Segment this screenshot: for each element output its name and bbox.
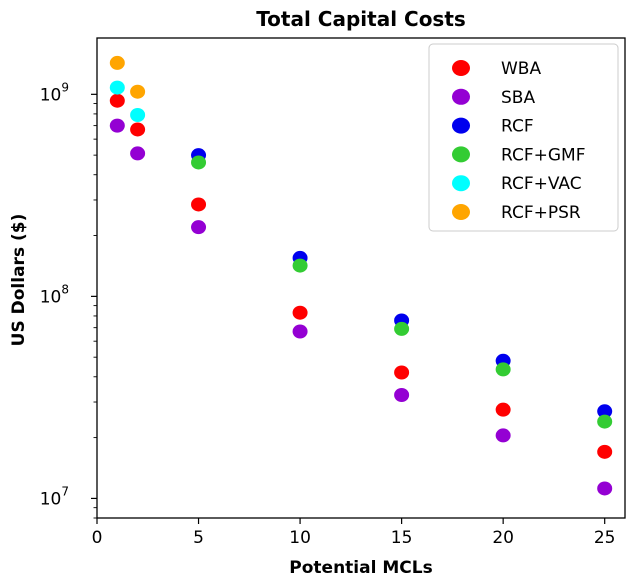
- point-rcf-psr: [130, 84, 146, 99]
- x-tick-label: 20: [492, 528, 514, 548]
- y-tick-label: 109: [40, 80, 69, 105]
- point-rcf-vac: [109, 80, 125, 95]
- legend-label: RCF+PSR: [501, 203, 581, 223]
- point-sba: [394, 387, 410, 402]
- plot-frame: [96, 37, 626, 519]
- y-tick-label: 108: [40, 282, 69, 307]
- legend-label: SBA: [501, 88, 535, 108]
- point-sba: [597, 481, 613, 496]
- point-rcf-gmf: [597, 414, 613, 429]
- point-rcf-vac: [130, 108, 146, 123]
- x-axis-label: Potential MCLs: [289, 558, 432, 578]
- legend-marker: [452, 204, 470, 220]
- legend-label: RCF+VAC: [501, 174, 582, 194]
- point-rcf-psr: [109, 55, 125, 70]
- legend-label: RCF+GMF: [501, 145, 585, 165]
- point-sba: [495, 428, 511, 443]
- legend-marker: [452, 88, 470, 105]
- point-rcf-gmf: [191, 155, 207, 170]
- legend-marker: [452, 146, 470, 163]
- x-tick-label: 15: [391, 528, 413, 548]
- x-tick-label: 5: [193, 528, 204, 548]
- legend-marker: [452, 60, 470, 76]
- legend-marker: [452, 175, 470, 192]
- legend-label: WBA: [501, 59, 541, 79]
- point-wba: [597, 444, 613, 459]
- legend-label: RCF: [501, 117, 534, 137]
- legend-box: [428, 43, 619, 232]
- point-wba: [130, 122, 146, 137]
- point-wba: [292, 305, 308, 320]
- legend-marker: [452, 117, 470, 134]
- point-wba: [109, 93, 125, 108]
- point-sba: [109, 118, 125, 133]
- point-rcf-gmf: [495, 362, 511, 377]
- point-sba: [191, 220, 207, 235]
- x-tick-label: 25: [594, 528, 616, 548]
- point-rcf-gmf: [394, 321, 410, 336]
- point-rcf: [597, 404, 613, 419]
- point-wba: [394, 365, 410, 380]
- chart-title: Total Capital Costs: [256, 7, 466, 31]
- point-wba: [191, 197, 207, 212]
- point-sba: [130, 146, 146, 161]
- point-rcf-gmf: [292, 258, 308, 273]
- point-wba: [495, 402, 511, 417]
- y-tick-label: 107: [40, 484, 69, 509]
- x-tick-label: 10: [289, 528, 311, 548]
- plot-area: 0 5 10 15 20 25 107 108 109 WBA SBA RCF RCF+GMF RCF+V…: [40, 37, 626, 548]
- y-axis-label: US Dollars ($): [9, 214, 29, 347]
- x-tick-label: 0: [92, 528, 103, 548]
- point-sba: [292, 324, 308, 339]
